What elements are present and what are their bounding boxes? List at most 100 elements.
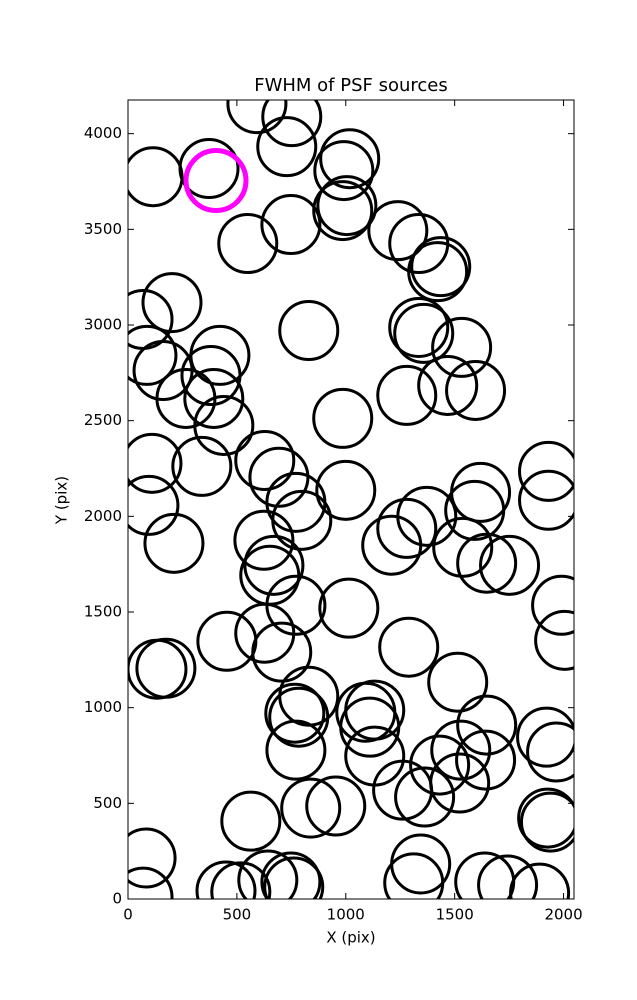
point: [450, 461, 512, 523]
point: [318, 577, 380, 639]
point: [183, 367, 245, 429]
point: [430, 719, 492, 781]
point: [210, 861, 272, 899]
point: [376, 364, 438, 426]
point: [196, 610, 258, 672]
y-tick-label: 1500: [84, 603, 122, 621]
point: [264, 682, 326, 744]
point: [432, 516, 494, 578]
point: [226, 100, 288, 135]
point: [388, 296, 450, 358]
point: [531, 574, 574, 636]
y-tick-label: 4000: [84, 124, 122, 142]
point: [280, 777, 342, 839]
point: [180, 345, 242, 407]
point: [454, 851, 516, 899]
point: [220, 790, 282, 852]
point: [427, 651, 489, 713]
x-tick-label: 0: [123, 906, 133, 924]
point: [243, 534, 305, 596]
axes-frame: [127, 99, 575, 900]
point: [237, 849, 299, 899]
y-tick-label: 500: [93, 794, 122, 812]
point: [312, 180, 374, 242]
point: [410, 236, 472, 298]
x-tick-label: 2000: [544, 906, 582, 924]
point: [316, 175, 378, 237]
point: [479, 534, 541, 596]
point: [361, 514, 423, 576]
point: [431, 316, 493, 378]
point: [526, 721, 574, 783]
point: [141, 272, 203, 334]
point: [390, 833, 452, 895]
point: [339, 696, 401, 758]
point: [516, 706, 574, 768]
point: [534, 609, 574, 671]
point: [445, 359, 507, 421]
point: [143, 512, 205, 574]
point: [367, 200, 429, 262]
point: [409, 734, 471, 796]
y-tick-label: 0: [112, 890, 122, 908]
point: [518, 440, 574, 502]
point: [217, 212, 279, 274]
point: [234, 429, 296, 491]
point: [313, 140, 375, 202]
point: [517, 787, 574, 849]
point: [263, 856, 325, 899]
point: [183, 148, 249, 214]
y-tick-label: 1000: [84, 698, 122, 716]
plot-area: [128, 100, 574, 899]
point: [128, 324, 178, 386]
point: [178, 137, 240, 199]
point: [305, 775, 367, 837]
point: [376, 497, 438, 559]
y-tick-label: 3500: [84, 220, 122, 238]
point: [171, 435, 233, 497]
point: [456, 694, 518, 756]
point: [509, 862, 571, 899]
point: [278, 300, 340, 362]
y-tick-label: 3000: [84, 316, 122, 334]
point: [319, 128, 381, 190]
point: [233, 509, 295, 571]
x-tick-label: 1500: [436, 906, 474, 924]
point: [518, 469, 574, 531]
point: [128, 866, 174, 899]
point: [312, 387, 374, 449]
point: [260, 194, 322, 256]
point: [256, 116, 318, 178]
point: [193, 394, 255, 456]
point: [315, 459, 377, 521]
point: [407, 241, 469, 303]
point: [265, 719, 327, 781]
point: [128, 146, 184, 208]
point: [455, 729, 517, 791]
point: [393, 302, 455, 364]
y-tick-label: 2500: [84, 411, 122, 429]
point: [271, 489, 333, 551]
point: [383, 852, 445, 899]
x-axis-label: X (pix): [326, 929, 375, 947]
point: [417, 354, 479, 416]
point: [128, 474, 180, 536]
point: [394, 766, 456, 828]
point: [234, 602, 296, 664]
y-tick-label: 2000: [84, 507, 122, 525]
y-axis-label: Y (pix): [53, 476, 71, 525]
point: [195, 860, 257, 899]
point: [444, 479, 506, 541]
point: [128, 827, 177, 889]
point: [477, 854, 539, 899]
point: [429, 752, 491, 814]
x-tick-label: 500: [223, 906, 252, 924]
point: [260, 851, 322, 899]
point: [261, 100, 323, 148]
chart-title: FWHM of PSF sources: [254, 75, 448, 96]
point: [128, 432, 183, 494]
point: [268, 686, 330, 748]
point: [456, 532, 518, 594]
point: [135, 637, 197, 699]
